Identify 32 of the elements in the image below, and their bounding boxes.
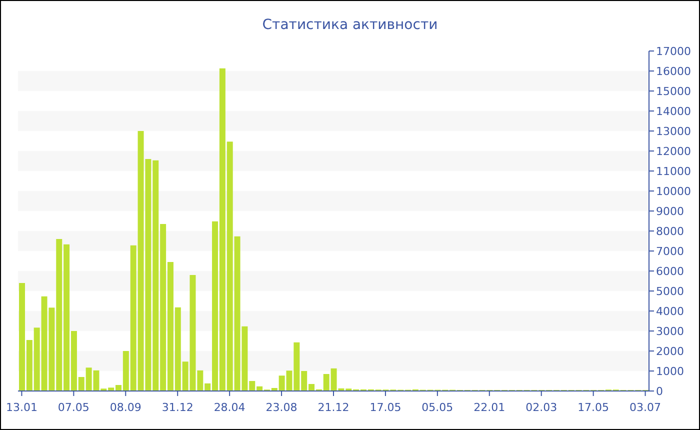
- x-tick-label: 08.09: [110, 401, 142, 414]
- y-tick-label: 14000: [656, 104, 691, 118]
- x-tick-label: 07.05: [58, 401, 90, 414]
- x-tick-label: 31.12: [162, 401, 194, 414]
- chart-title: Статистика активности: [261, 17, 439, 33]
- y-tick-label: 11000: [656, 164, 691, 178]
- y-tick-label: 6000: [656, 264, 684, 278]
- y-tick-label: 3000: [656, 324, 684, 338]
- x-tick-label: 23.08: [266, 401, 298, 414]
- y-tick-label: 5000: [656, 284, 684, 298]
- y-tick-label: 9000: [656, 204, 684, 218]
- y-tick-label: 4000: [656, 304, 684, 318]
- y-tick-label: 2000: [656, 344, 684, 358]
- x-tick-label: 03.07: [630, 401, 662, 414]
- y-tick-label: 8000: [656, 224, 684, 238]
- y-tick-label: 13000: [656, 124, 691, 138]
- x-tick-label: 02.03: [526, 401, 558, 414]
- y-tick-label: 17000: [656, 44, 691, 58]
- x-tick-label: 28.04: [214, 401, 246, 414]
- y-tick-label: 10000: [656, 184, 691, 198]
- y-tick-label: 12000: [656, 144, 691, 158]
- x-tick-label: 21.12: [318, 401, 350, 414]
- x-tick-label: 17.05: [370, 401, 402, 414]
- x-tick-label: 13.01: [6, 401, 38, 414]
- y-tick-label: 15000: [656, 84, 691, 98]
- x-tick-label: 05.05: [422, 401, 454, 414]
- y-tick-label: 7000: [656, 244, 684, 258]
- x-tick-label: 22.01: [474, 401, 506, 414]
- x-tick-label: 17.05: [578, 401, 610, 414]
- y-tick-label: 0: [656, 384, 663, 398]
- y-tick-label: 16000: [656, 64, 691, 78]
- y-tick-label: 1000: [656, 364, 684, 378]
